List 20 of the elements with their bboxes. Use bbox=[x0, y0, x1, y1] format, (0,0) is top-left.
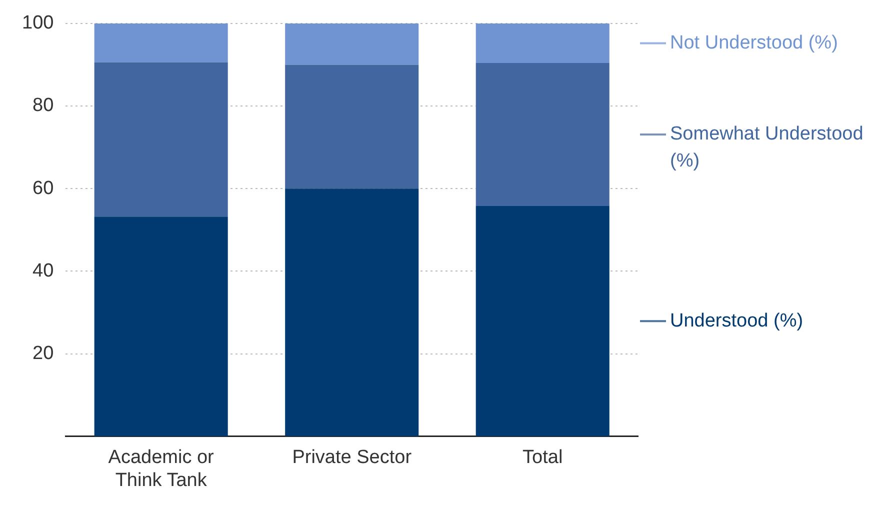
bar bbox=[94, 23, 228, 62]
bar bbox=[476, 23, 610, 64]
bar bbox=[285, 23, 419, 65]
y-tick-label: 60 bbox=[32, 178, 54, 199]
bar bbox=[94, 216, 228, 436]
legend-label: Not Understood (%) bbox=[670, 32, 838, 54]
y-tick-label: 100 bbox=[22, 12, 54, 34]
y-tick-label: 20 bbox=[32, 343, 54, 364]
bar bbox=[285, 64, 419, 189]
y-tick-label: 80 bbox=[32, 95, 54, 116]
bar bbox=[285, 188, 419, 436]
legend-label: Somewhat Understood (%) bbox=[670, 124, 864, 172]
bar bbox=[94, 62, 228, 217]
x-tick-label: Academic or Think Tank bbox=[108, 447, 215, 491]
x-tick-label: Private Sector bbox=[292, 447, 412, 468]
legend-label: Understood (%) bbox=[670, 310, 804, 332]
bar bbox=[476, 63, 610, 206]
bar bbox=[476, 206, 610, 436]
x-tick-label: Total bbox=[522, 447, 563, 468]
y-tick-label: 40 bbox=[32, 260, 54, 282]
